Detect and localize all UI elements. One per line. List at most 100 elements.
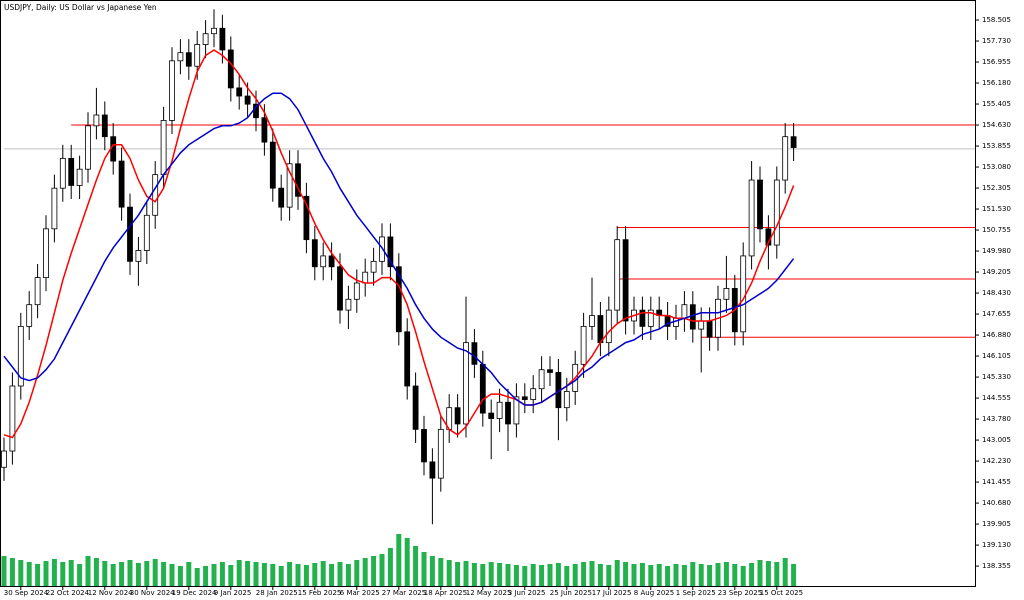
volume-bar: [337, 562, 343, 586]
volume-bar: [93, 558, 99, 586]
candle-body: [143, 214, 150, 251]
candle-body: [757, 179, 763, 230]
volume-bar: [572, 564, 578, 586]
y-tick-label: 146.105: [982, 352, 1011, 360]
x-tick-label: 9 Jan 2025: [214, 589, 252, 597]
candle-body: [261, 117, 268, 143]
y-tick-label: 156.955: [982, 58, 1011, 66]
candle-body: [740, 255, 747, 333]
candle-body: [118, 160, 125, 208]
candle-body: [463, 342, 469, 425]
volume-bar: [60, 562, 66, 586]
candle-body: [404, 331, 411, 387]
y-tick-label: 155.405: [982, 100, 1011, 108]
volume-bar: [782, 558, 788, 586]
x-tick-label: 12 Nov 2024: [88, 589, 133, 597]
volume-bar: [110, 564, 116, 586]
x-tick-label: 8 Aug 2025: [634, 589, 674, 597]
volume-bar: [749, 563, 755, 586]
y-tick-label: 150.755: [982, 226, 1011, 234]
volume-bar: [505, 564, 511, 586]
volume-bar: [26, 562, 32, 586]
candle-body: [169, 60, 175, 121]
candle-body: [345, 298, 352, 311]
candle-body: [647, 309, 654, 327]
x-tick-label: 25 Jun 2025: [550, 589, 592, 597]
volume-bar: [345, 564, 351, 586]
volume-bar: [270, 564, 276, 586]
candle-body: [605, 309, 612, 344]
volume-bar: [303, 565, 309, 586]
y-tick-label: 143.005: [982, 436, 1011, 444]
volume-bar: [539, 565, 545, 586]
volume-bar: [429, 556, 435, 586]
y-tick-label: 138.355: [982, 562, 1011, 570]
volume-bar: [102, 561, 108, 586]
volume-bar: [648, 565, 654, 586]
candle-body: [320, 255, 327, 268]
volume-bar: [581, 562, 587, 586]
volume-bar: [152, 559, 158, 586]
candle-body: [177, 52, 184, 62]
x-tick-label: 27 Mar 2025: [382, 589, 426, 597]
volume-bar: [85, 556, 91, 586]
volume-bar: [253, 562, 259, 586]
volume-bar: [219, 562, 225, 586]
volume-bar: [421, 552, 427, 586]
candle-body: [421, 428, 427, 463]
candle-body: [59, 157, 66, 189]
candle-body: [614, 239, 621, 311]
volume-bar: [186, 562, 192, 586]
candle-body: [101, 114, 108, 138]
y-tick-label: 142.230: [982, 457, 1011, 465]
y-tick-label: 147.655: [982, 310, 1011, 318]
candle-body: [93, 114, 100, 127]
volume-bar: [455, 562, 461, 586]
candle-body: [580, 325, 587, 365]
volume-bar: [589, 561, 595, 586]
volume-bar: [68, 560, 74, 586]
y-tick-label: 156.180: [982, 79, 1011, 87]
volume-bar: [555, 563, 561, 586]
volume-bar: [320, 561, 326, 586]
x-tick-label: 30 Nov 2024: [130, 589, 175, 597]
candle-body: [698, 320, 705, 330]
candle-body: [429, 461, 436, 479]
candle-body: [68, 157, 75, 186]
volume-bar: [639, 563, 645, 586]
candle-body: [278, 187, 285, 208]
volume-bar: [135, 563, 141, 586]
candle-body: [479, 363, 486, 414]
volume-bar: [623, 562, 629, 586]
volume-bar: [656, 564, 662, 586]
volume-bar: [723, 562, 729, 586]
x-tick-label: 3 Jun 2025: [508, 589, 546, 597]
y-tick-label: 158.505: [982, 16, 1011, 24]
y-tick-label: 152.305: [982, 184, 1011, 192]
x-tick-label: 19 Dec 2024: [172, 589, 217, 597]
volume-bar: [396, 534, 402, 586]
candle-body: [563, 391, 570, 409]
volume-bar: [564, 566, 570, 586]
candle-body: [194, 44, 201, 67]
x-tick-label: 12 May 2025: [466, 589, 512, 597]
candle-body: [185, 52, 192, 67]
x-tick-label: 28 Jan 2025: [256, 589, 298, 597]
y-tick-label: 139.130: [982, 541, 1011, 549]
volume-bar: [791, 564, 797, 586]
candle-body: [395, 266, 402, 333]
candle-body: [530, 388, 537, 400]
candle-body: [362, 271, 369, 284]
candle-body: [337, 266, 343, 311]
volume-bar: [513, 565, 519, 586]
candle-body: [135, 250, 142, 262]
candle-body: [454, 407, 461, 425]
volume-bar: [665, 566, 671, 586]
y-tick-label: 148.430: [982, 289, 1011, 297]
volume-bar: [51, 559, 57, 586]
candle-body: [513, 396, 520, 425]
x-tick-label: 15 Oct 2025: [760, 589, 803, 597]
y-tick-label: 141.455: [982, 478, 1011, 486]
volume-bar: [236, 560, 242, 586]
x-tick-label: 6 Mar 2025: [340, 589, 380, 597]
